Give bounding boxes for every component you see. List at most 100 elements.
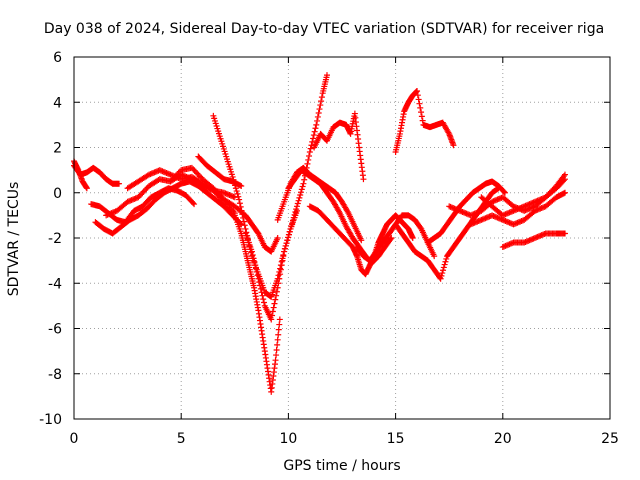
series-sat-h: [195, 153, 245, 189]
y-tick-label: -2: [48, 231, 62, 247]
data-point: [256, 279, 263, 286]
data-point: [418, 113, 425, 120]
data-point: [273, 292, 280, 299]
data-point: [317, 102, 324, 109]
data-point: [252, 265, 259, 272]
data-point: [285, 234, 292, 241]
data-point: [271, 300, 278, 307]
x-axis-label: GPS time / hours: [283, 458, 400, 474]
series-sat-o: [311, 110, 367, 183]
y-axis-label: SDTVAR / TECUs: [6, 182, 22, 297]
data-point: [305, 156, 312, 163]
data-point: [443, 255, 450, 262]
data-point: [230, 176, 237, 183]
data-point: [300, 180, 307, 187]
data-point: [238, 207, 245, 214]
data-point: [269, 308, 276, 315]
data-point: [293, 206, 300, 213]
data-point: [237, 203, 244, 210]
data-point: [232, 182, 239, 189]
data-point: [442, 258, 449, 265]
data-point: [232, 185, 239, 192]
series-sat-n: [306, 203, 416, 278]
data-point: [417, 104, 424, 111]
axis-ticks: 0 5 10 15 20 25 -10 -8 -6 -4 -2 0 2 4 6: [39, 50, 619, 447]
data-point: [314, 117, 321, 124]
data-point: [274, 341, 281, 348]
y-tick-label: -8: [48, 367, 62, 383]
data-point: [306, 152, 313, 159]
data-point: [280, 253, 287, 260]
data-point: [293, 203, 300, 210]
data-point: [289, 220, 296, 227]
data-point: [282, 242, 289, 249]
data-point: [275, 326, 282, 333]
data-point: [298, 186, 305, 193]
data-point: [501, 188, 508, 195]
y-tick-label: -10: [39, 412, 62, 428]
x-tick-label: 10: [279, 431, 297, 447]
x-tick-label: 25: [601, 431, 619, 447]
series-sat-w: [499, 230, 568, 251]
data-point: [260, 296, 267, 303]
data-point: [236, 200, 243, 207]
data-points: [71, 72, 568, 395]
data-point: [501, 189, 508, 196]
data-point: [286, 228, 293, 235]
data-point: [299, 183, 306, 190]
data-point: [272, 357, 279, 364]
data-point: [240, 218, 247, 225]
data-point: [229, 173, 236, 180]
data-point: [277, 266, 284, 273]
data-point: [441, 261, 448, 268]
data-point: [274, 336, 281, 343]
series-sat-v: [478, 176, 568, 219]
data-point: [438, 272, 445, 279]
data-point: [273, 352, 280, 359]
data-point: [274, 284, 281, 291]
data-point: [253, 268, 260, 275]
data-point: [323, 72, 330, 79]
data-point: [419, 117, 426, 124]
data-point: [306, 149, 313, 156]
data-point: [431, 253, 438, 260]
data-point: [277, 271, 284, 278]
data-point: [415, 96, 422, 103]
data-point: [440, 267, 447, 274]
data-point: [275, 331, 282, 338]
data-point: [294, 200, 301, 207]
data-point: [437, 275, 444, 282]
data-point: [281, 248, 288, 255]
data-point: [261, 299, 268, 306]
data-point: [256, 282, 263, 289]
series-sat-j: [231, 212, 283, 395]
data-point: [304, 160, 311, 167]
data-point: [561, 189, 568, 196]
data-point: [439, 270, 446, 277]
data-point: [279, 257, 286, 264]
series-sat-s: [424, 178, 508, 246]
data-point: [285, 231, 292, 238]
data-point: [248, 248, 255, 255]
x-tick-label: 5: [177, 431, 186, 447]
data-point: [450, 142, 457, 149]
data-point: [291, 211, 298, 218]
data-point: [238, 182, 245, 189]
data-point: [414, 87, 421, 94]
data-point: [254, 272, 261, 279]
data-point: [561, 176, 568, 183]
data-point: [315, 109, 322, 116]
data-point: [277, 265, 284, 272]
data-point: [292, 208, 299, 215]
data-point: [191, 201, 198, 208]
data-point: [83, 185, 90, 192]
data-point: [276, 321, 283, 328]
data-point: [250, 255, 257, 262]
data-point: [287, 225, 294, 232]
y-tick-label: 4: [53, 95, 62, 111]
y-tick-label: 6: [53, 50, 62, 66]
data-point: [284, 237, 291, 244]
data-point: [388, 235, 395, 241]
data-point: [257, 285, 264, 292]
